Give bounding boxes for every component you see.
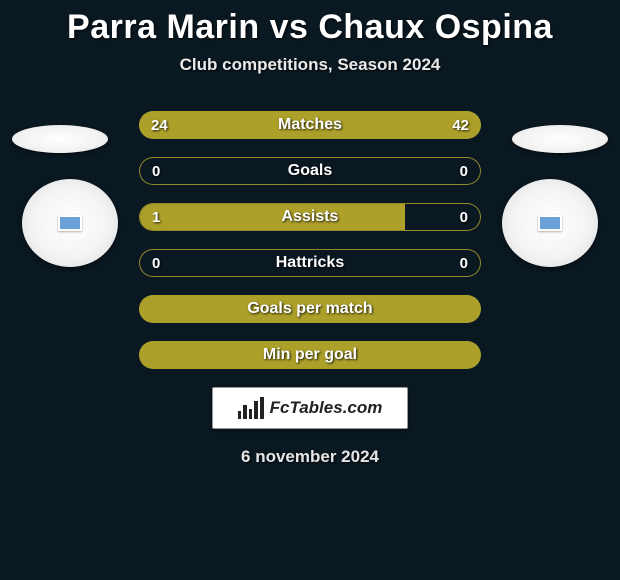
source-logo-text: FcTables.com [270,398,383,418]
stat-row: Min per goal [139,341,481,369]
stat-value-left: 24 [151,111,168,139]
stat-label: Goals [140,158,480,184]
barchart-icon [238,397,264,419]
player-left-ellipse [12,125,108,153]
player-left-badge [22,179,118,267]
page-title: Parra Marin vs Chaux Ospina [0,8,620,47]
stat-rows: Matches2442Goals00Assists10Hattricks00Go… [139,111,481,369]
stats-area: Matches2442Goals00Assists10Hattricks00Go… [0,111,620,467]
comparison-card: Parra Marin vs Chaux Ospina Club competi… [0,0,620,580]
player-right-badge [502,179,598,267]
source-logo: FcTables.com [212,387,408,429]
stat-label: Min per goal [139,341,481,369]
stat-value-left: 0 [152,250,160,276]
stat-fill-left [140,204,405,230]
stat-label: Goals per match [139,295,481,323]
stat-row: Goals0 0 [139,157,481,185]
stat-label: Hattricks [140,250,480,276]
date-label: 6 november 2024 [0,447,620,467]
stat-value-right: 0 [460,204,468,230]
stat-row: Hattricks0 0 [139,249,481,277]
flag-icon [538,215,562,231]
flag-icon [58,215,82,231]
stat-value-left: 0 [152,158,160,184]
stat-value-right: 0 [460,250,468,276]
stat-row: Matches24 42 [139,111,481,139]
player-right-ellipse [512,125,608,153]
page-subtitle: Club competitions, Season 2024 [0,55,620,75]
stat-row: Goals per match [139,295,481,323]
stat-value-right: 42 [452,111,469,139]
stat-row: Assists10 [139,203,481,231]
stat-value-right: 0 [460,158,468,184]
stat-label: Matches [139,111,481,139]
